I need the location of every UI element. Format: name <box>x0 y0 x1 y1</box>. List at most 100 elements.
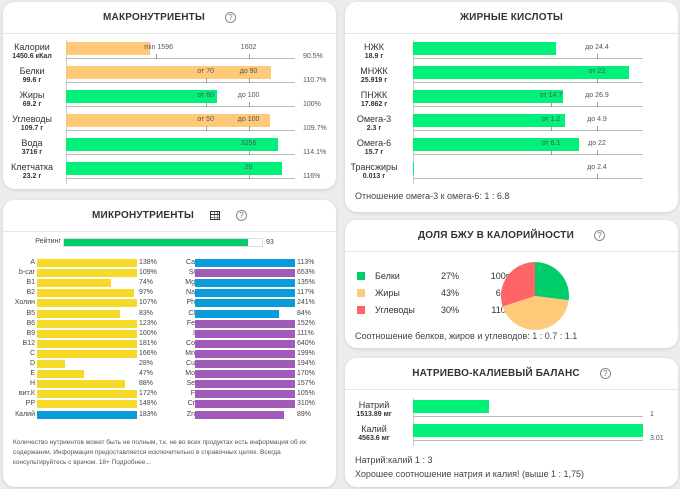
micro-bar[interactable] <box>195 289 295 298</box>
macro-tick <box>248 174 250 179</box>
pie-slice-Углеводы[interactable] <box>501 262 535 307</box>
micro-bar[interactable] <box>37 299 137 308</box>
macro-bar <box>66 162 282 175</box>
micro-bar[interactable] <box>195 299 295 308</box>
macro-row-name: Вода <box>21 138 43 148</box>
nak-baseline <box>413 416 643 417</box>
help-icon[interactable]: ? <box>224 12 236 23</box>
micro-percent: 109% <box>139 269 157 277</box>
micro-label: Na <box>186 289 195 297</box>
pie-slice-Жиры[interactable] <box>502 296 569 330</box>
micro-bar[interactable] <box>37 380 125 389</box>
micro-bar[interactable] <box>195 269 295 278</box>
micro-bar[interactable] <box>195 329 295 338</box>
fat-baseline <box>413 58 643 59</box>
legend-swatch <box>357 272 365 280</box>
micro-percent: 88% <box>139 380 154 388</box>
micro-label: b-car <box>19 269 35 277</box>
micro-percent: 170% <box>297 370 315 378</box>
macro-percent: 90.5% <box>303 53 323 60</box>
micro-bar[interactable] <box>195 339 295 348</box>
micro-bar[interactable] <box>195 400 295 409</box>
micro-label: Cr <box>187 400 195 408</box>
micro-percent: 199% <box>297 349 315 357</box>
fat-range-label: от 1.2 <box>541 116 561 123</box>
micro-bar[interactable] <box>37 329 137 338</box>
macronutrients-title: МАКРОНУТРИЕНТЫ <box>103 12 205 23</box>
legend-name: Углеводы <box>375 305 415 315</box>
fat-range-label: от 6.1 <box>541 140 561 147</box>
micro-bar[interactable] <box>37 400 137 409</box>
micro-bar[interactable] <box>195 390 295 399</box>
fat-range-label: от 22 <box>588 68 606 75</box>
micro-bar[interactable] <box>37 269 137 278</box>
micro-percent: 111% <box>297 329 314 337</box>
micro-bar[interactable] <box>37 279 111 288</box>
macro-row-value: 109.7 г <box>20 125 44 132</box>
micro-percent: 123% <box>139 319 157 327</box>
micro-label: B6 <box>26 319 35 327</box>
rating-label: Рейтинг <box>35 238 61 245</box>
fat-baseline <box>413 106 643 107</box>
help-icon[interactable]: ? <box>594 230 606 241</box>
micro-bar[interactable] <box>37 339 137 348</box>
fat-tick <box>597 54 598 59</box>
macro-tick <box>205 78 207 83</box>
fat-row-label: Трансжиры 0.013 г <box>345 162 403 182</box>
fatty-acids-header: ЖИРНЫЕ КИСЛОТЫ <box>345 2 678 34</box>
micro-bar[interactable] <box>37 370 84 379</box>
help-icon[interactable]: ? <box>235 210 247 221</box>
micro-bar[interactable] <box>37 349 137 358</box>
micro-label: PP <box>25 400 35 408</box>
rating-track <box>63 238 263 247</box>
micro-bar[interactable] <box>37 410 137 419</box>
table-icon[interactable] <box>209 211 220 220</box>
fat-bar <box>413 162 414 175</box>
micro-bar[interactable] <box>195 410 284 419</box>
rating-fill <box>64 239 249 246</box>
micro-bar[interactable] <box>37 289 134 298</box>
macro-percent: 100% <box>303 101 321 108</box>
micro-percent: 100% <box>139 329 157 337</box>
micro-bar[interactable] <box>195 349 295 358</box>
micro-bar[interactable] <box>195 309 279 318</box>
micro-bar[interactable] <box>195 319 295 328</box>
legend-percent: 43% <box>441 288 460 298</box>
macro-baseline <box>66 154 295 155</box>
macro-row-name: Клетчатка <box>10 162 54 172</box>
micro-bar[interactable] <box>37 390 137 399</box>
nak-row-label: Калий 4563.6 мг <box>345 424 403 444</box>
micro-bar[interactable] <box>195 279 295 288</box>
macro-baseline <box>66 106 295 107</box>
fat-baseline <box>413 82 643 83</box>
micro-bar[interactable] <box>37 309 120 318</box>
help-icon[interactable]: ? <box>599 368 611 379</box>
micro-percent: 97% <box>139 289 154 297</box>
micro-label: Mo <box>185 370 195 378</box>
micro-bar[interactable] <box>195 360 295 368</box>
micro-percent: 241% <box>297 299 315 307</box>
micro-bar[interactable] <box>37 259 137 267</box>
micro-bar[interactable] <box>37 360 65 368</box>
micro-bar[interactable] <box>195 259 295 267</box>
macro-baseline <box>66 178 295 179</box>
pie-slice-Белки[interactable] <box>535 262 569 301</box>
bju-title: ДОЛЯ БЖУ В КАЛОРИЙНОСТИ <box>417 230 575 241</box>
micro-label: B12 <box>22 339 35 347</box>
bju-ratio-text: Соотношение белков, жиров и углеводов: 1… <box>355 331 578 341</box>
micro-bar[interactable] <box>195 380 295 389</box>
macro-row-label: Вода 3716 г <box>3 138 61 158</box>
macro-row-label: Жиры 69.2 г <box>3 90 61 110</box>
micro-bar[interactable] <box>37 319 137 328</box>
nak-bar <box>413 424 643 437</box>
micro-label: A <box>30 259 35 266</box>
micro-percent: 653% <box>297 269 315 277</box>
fat-axis <box>413 40 414 184</box>
micro-label: B2 <box>26 289 35 297</box>
macro-row-name: Жиры <box>19 90 45 100</box>
rating-value: 93 <box>266 239 274 246</box>
fat-row-value: 2.3 г <box>366 125 382 132</box>
macro-baseline <box>66 58 295 59</box>
micro-label: H <box>29 380 35 388</box>
micro-bar[interactable] <box>195 370 295 379</box>
